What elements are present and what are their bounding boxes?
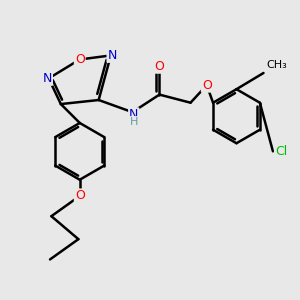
Text: H: H bbox=[130, 117, 138, 127]
Text: O: O bbox=[154, 60, 164, 73]
Text: Cl: Cl bbox=[275, 145, 287, 158]
Text: O: O bbox=[75, 53, 85, 66]
Text: CH₃: CH₃ bbox=[266, 60, 287, 70]
Text: N: N bbox=[129, 108, 139, 122]
Text: O: O bbox=[75, 189, 85, 203]
Text: N: N bbox=[107, 49, 117, 62]
Text: N: N bbox=[43, 72, 52, 85]
Text: O: O bbox=[202, 79, 212, 92]
